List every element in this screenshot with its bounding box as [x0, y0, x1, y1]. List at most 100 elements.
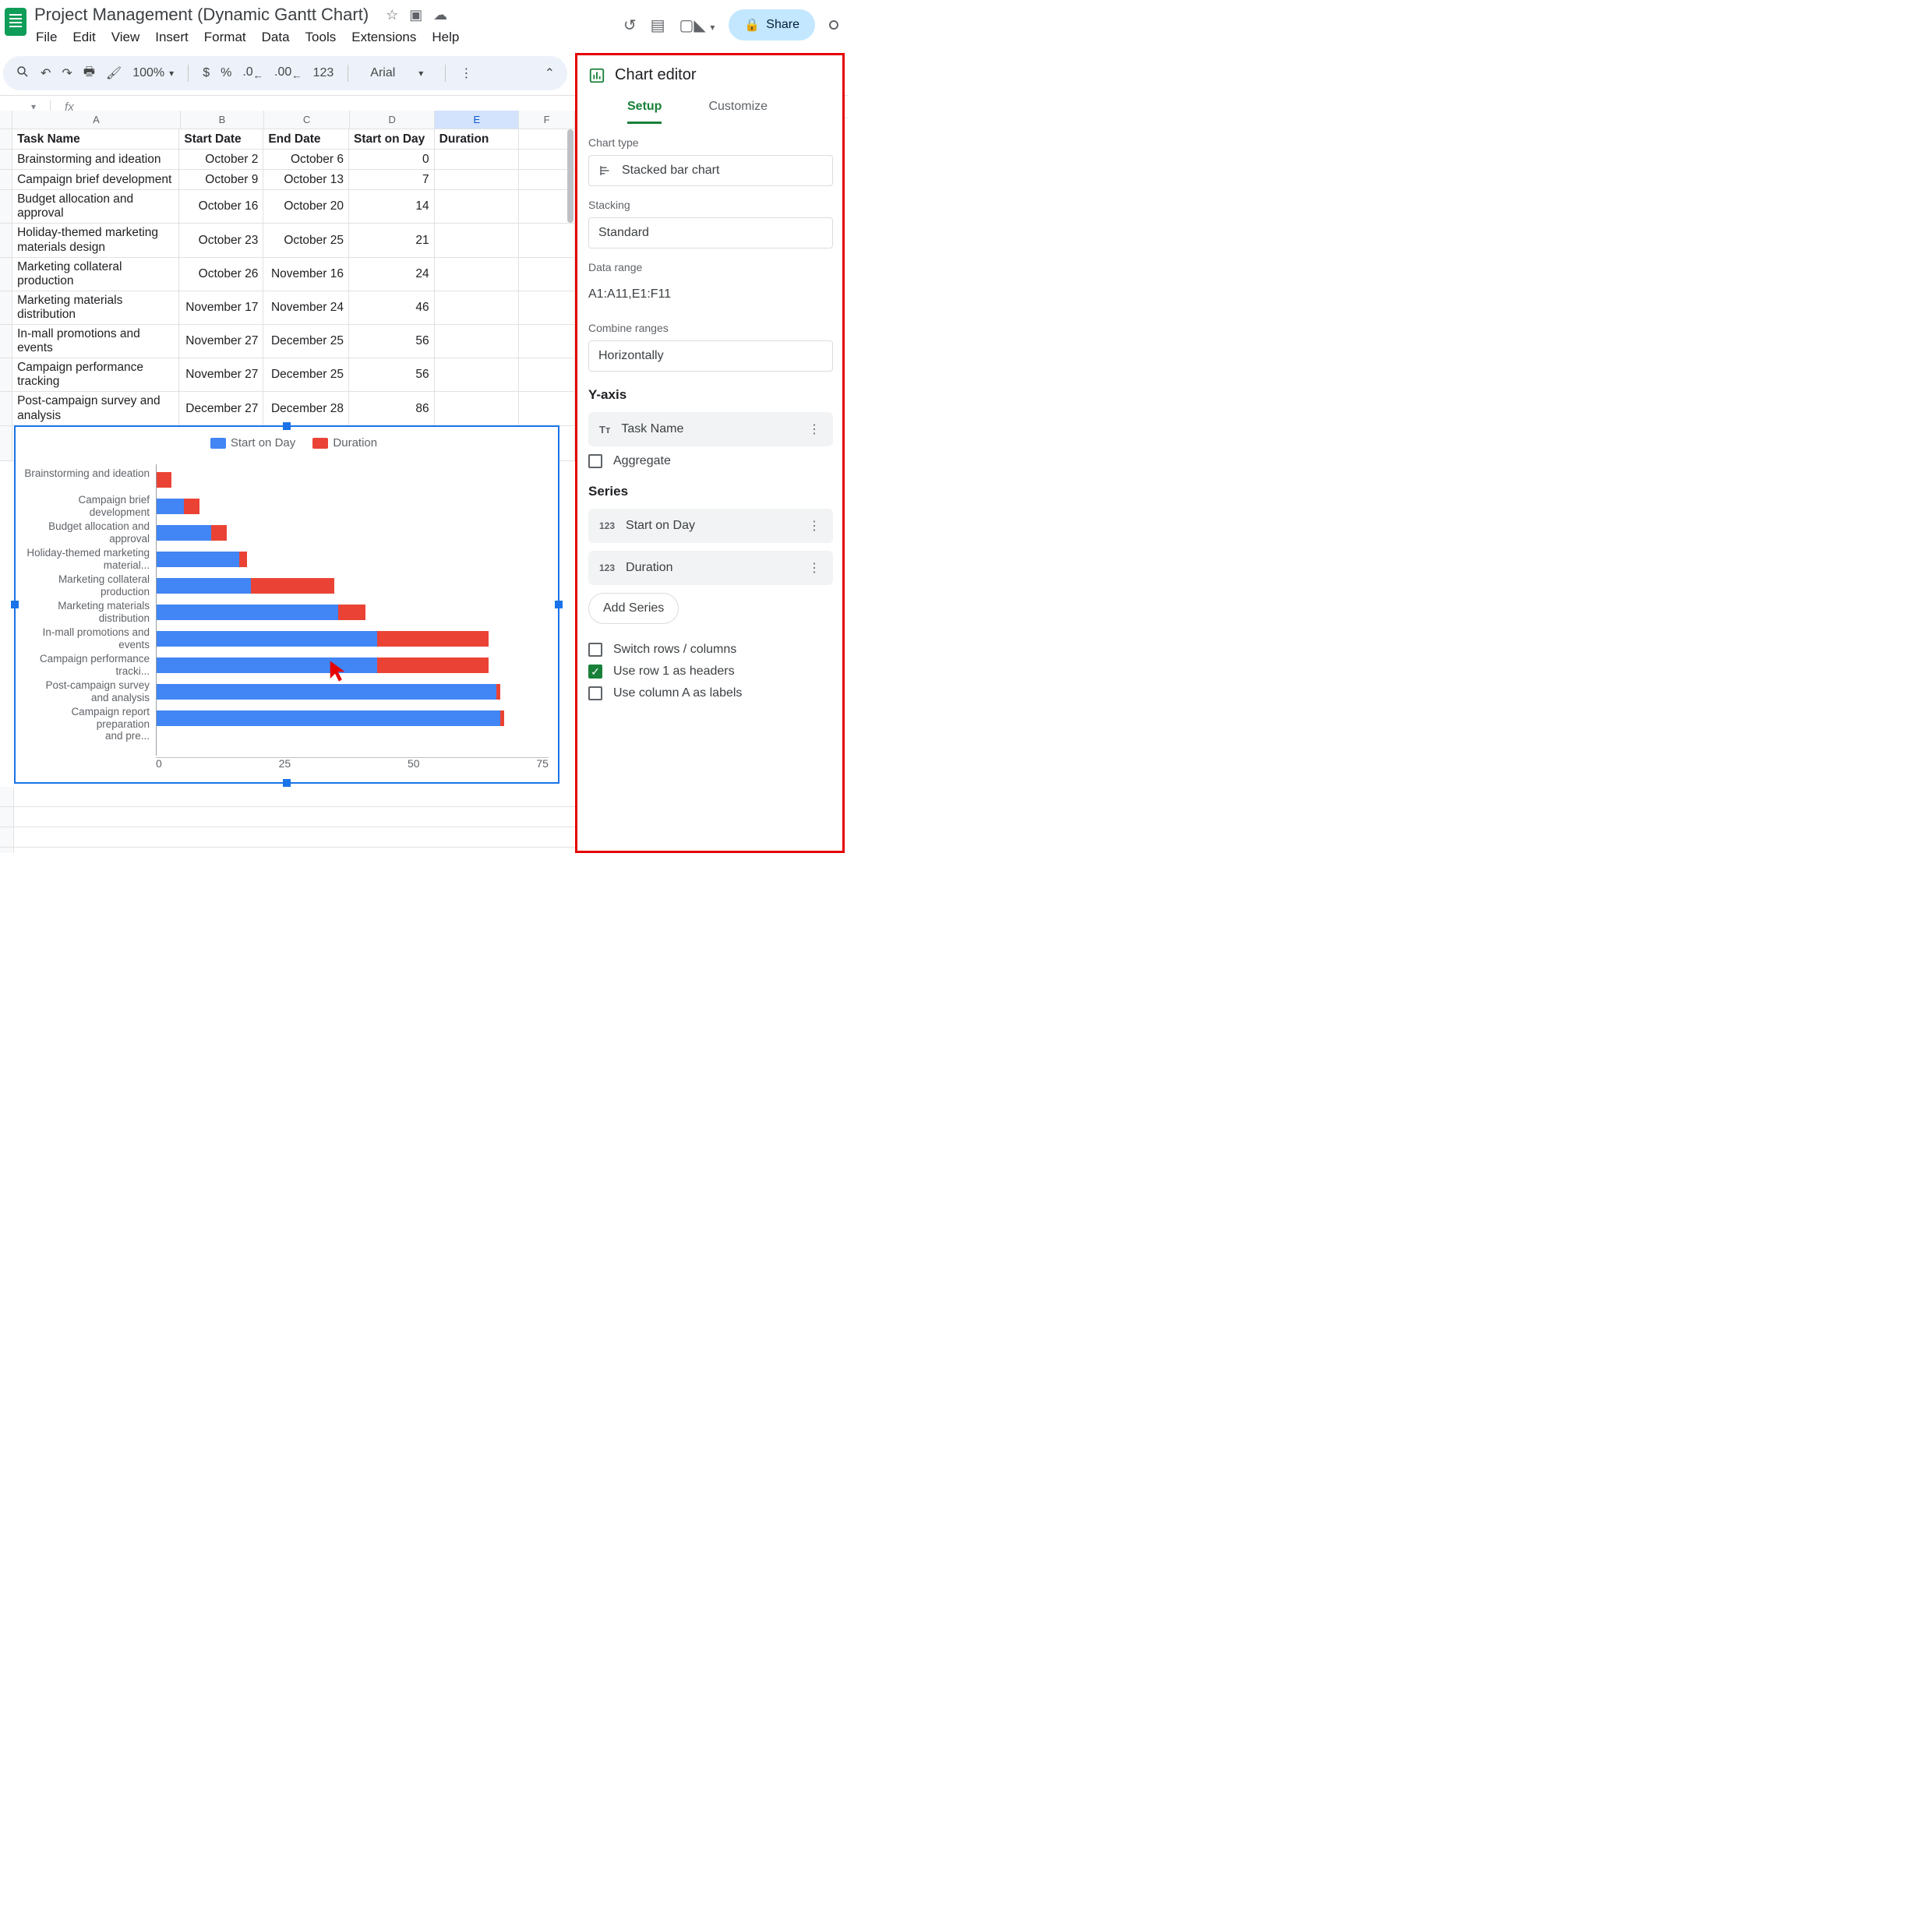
toolbar: ↶ ↷ 🖶 🖌 100%▾ $ % .0← .00← 123 Arial▾ ⋮ …	[3, 56, 567, 90]
column-headers: A B C D E F	[0, 111, 575, 129]
bar-label: Brainstorming and ideation	[16, 467, 150, 480]
table-header-row: Task Name Start Date End Date Start on D…	[0, 129, 575, 150]
tab-customize[interactable]: Customize	[708, 100, 768, 124]
more-icon[interactable]: ⋮	[808, 421, 822, 437]
bar	[156, 471, 549, 489]
col-header[interactable]: C	[264, 111, 350, 129]
bar-label: Holiday-themed marketingmaterial...	[16, 547, 150, 571]
menu-data[interactable]: Data	[262, 30, 290, 45]
bar	[156, 550, 549, 569]
bar	[156, 603, 549, 622]
format-123-icon[interactable]: 123	[313, 66, 334, 80]
aggregate-checkbox[interactable]	[588, 454, 602, 468]
lock-icon: 🔒	[744, 17, 760, 33]
percent-icon[interactable]: %	[221, 66, 231, 80]
col-header[interactable]: F	[519, 111, 575, 129]
more-icon[interactable]: ⋮	[808, 560, 822, 576]
table-row: Post-campaign survey and analysisDecembe…	[0, 392, 575, 426]
print-icon[interactable]: 🖶	[83, 63, 95, 84]
menu-format[interactable]: Format	[204, 30, 246, 45]
chart-plot-area: Brainstorming and ideation Campaign brief…	[16, 464, 549, 754]
menu-tools[interactable]: Tools	[305, 30, 337, 45]
add-series-button[interactable]: Add Series	[588, 593, 679, 624]
bar	[156, 497, 549, 516]
resize-handle[interactable]	[555, 601, 563, 608]
switch-rows-cols-checkbox[interactable]	[588, 643, 602, 657]
document-title[interactable]: Project Management (Dynamic Gantt Chart)	[34, 5, 369, 25]
bar	[156, 524, 549, 542]
vertical-scrollbar[interactable]	[567, 129, 574, 223]
currency-icon[interactable]: $	[203, 66, 210, 80]
number-type-icon: 123	[599, 562, 615, 573]
bar	[156, 656, 549, 675]
more-icon[interactable]: ⋮	[460, 65, 472, 81]
stacking-select[interactable]: Standard	[588, 217, 833, 249]
share-button[interactable]: 🔒 Share	[729, 9, 815, 41]
col-header[interactable]: D	[350, 111, 436, 129]
editor-title: Chart editor	[615, 66, 697, 84]
text-type-icon: Tᴛ	[599, 424, 610, 435]
bar-label: Post-campaign surveyand analysis	[16, 679, 150, 703]
chart-type-select[interactable]: Stacked bar chart	[588, 155, 833, 186]
menu-insert[interactable]: Insert	[155, 30, 189, 45]
zoom-select[interactable]: 100%▾	[132, 66, 174, 80]
font-select[interactable]: Arial▾	[362, 66, 431, 80]
table-row: Campaign brief developmentOctober 9Octob…	[0, 170, 575, 190]
table-row: Budget allocation and approvalOctober 16…	[0, 190, 575, 224]
menu-help[interactable]: Help	[432, 30, 459, 45]
resize-handle[interactable]	[283, 779, 291, 787]
meet-icon[interactable]: ▢◣ ▾	[679, 16, 715, 35]
embedded-chart[interactable]: Start on Day Duration Brainstorming and …	[14, 425, 559, 784]
undo-icon[interactable]: ↶	[41, 65, 51, 81]
bar-label: Campaign report preparationand pre...	[16, 706, 150, 742]
bar-label: In-mall promotions andevents	[16, 626, 150, 650]
redo-icon[interactable]: ↷	[62, 65, 72, 81]
menu-file[interactable]: File	[36, 30, 57, 45]
history-icon[interactable]: ↺	[623, 16, 637, 35]
yaxis-chip[interactable]: TᴛTask Name⋮	[588, 412, 833, 446]
bar-label: Budget allocation andapproval	[16, 520, 150, 545]
series-chip[interactable]: 123Start on Day⋮	[588, 509, 833, 543]
combine-ranges-select[interactable]: Horizontally	[588, 340, 833, 372]
data-range-input[interactable]: A1:A11,E1:F11	[588, 280, 833, 309]
cursor-icon	[327, 659, 351, 682]
spreadsheet[interactable]: A B C D E F Task Name Start Date End Dat…	[0, 111, 575, 853]
resize-handle[interactable]	[283, 422, 291, 430]
table-row: Brainstorming and ideationOctober 2Octob…	[0, 150, 575, 170]
sheets-logo-icon	[5, 8, 26, 36]
chart-editor-panel: Chart editor Setup Customize Chart type …	[575, 53, 845, 853]
bar-label: Campaign brief development	[16, 494, 150, 518]
col-header[interactable]: B	[181, 111, 265, 129]
cloud-icon[interactable]: ☁	[433, 7, 447, 23]
bar-label: Marketing collateralproduction	[16, 573, 150, 598]
star-icon[interactable]: ☆	[386, 7, 398, 23]
col-header[interactable]: E	[435, 111, 519, 129]
chart-x-axis: 0255075	[156, 757, 549, 774]
use-colA-labels-checkbox[interactable]	[588, 686, 602, 700]
decrease-decimal-icon[interactable]: .0←	[242, 65, 263, 81]
table-row: Marketing materials distributionNovember…	[0, 291, 575, 325]
col-header[interactable]: A	[12, 111, 180, 129]
header: Project Management (Dynamic Gantt Chart)…	[0, 0, 848, 53]
bar-label: Campaign performancetracki...	[16, 653, 150, 677]
table-row: Campaign performance trackingNovember 27…	[0, 358, 575, 392]
paint-format-icon[interactable]: 🖌	[106, 65, 122, 81]
menu-extensions[interactable]: Extensions	[351, 30, 416, 45]
increase-decimal-icon[interactable]: .00←	[274, 65, 302, 81]
bar	[156, 629, 549, 648]
more-icon[interactable]: ⋮	[808, 518, 822, 534]
collapse-toolbar-icon[interactable]: ⌃	[545, 65, 555, 81]
chart-legend: Start on Day Duration	[16, 427, 558, 457]
search-icon[interactable]	[16, 65, 30, 83]
bar-label: Marketing materials distribution	[16, 600, 150, 624]
menu-bar: File Edit View Insert Format Data Tools Extensi…	[34, 25, 623, 53]
series-chip[interactable]: 123Duration⋮	[588, 551, 833, 585]
menu-view[interactable]: View	[111, 30, 140, 45]
table-row: Marketing collateral productionOctober 2…	[0, 258, 575, 291]
menu-edit[interactable]: Edit	[72, 30, 95, 45]
tab-setup[interactable]: Setup	[627, 100, 662, 124]
comment-icon[interactable]: ▤	[651, 16, 665, 35]
move-icon[interactable]: ▣	[409, 7, 422, 23]
account-icon[interactable]	[829, 20, 838, 30]
use-row1-headers-checkbox[interactable]: ✓	[588, 665, 602, 679]
